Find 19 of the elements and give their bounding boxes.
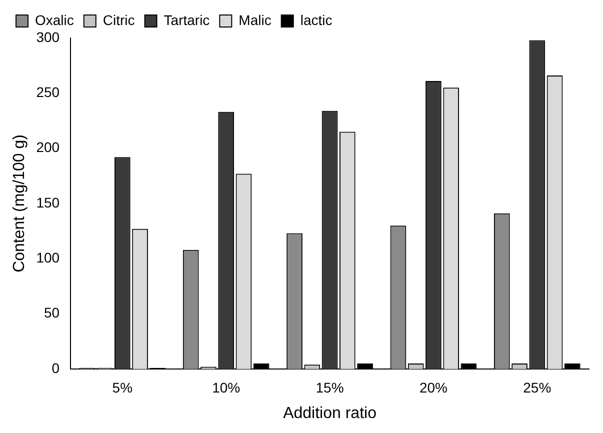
x-tick-label: 20% — [419, 379, 448, 396]
x-tick-label: 5% — [112, 379, 133, 396]
legend-label: Oxalic — [35, 12, 74, 28]
y-tick-label: 200 — [36, 139, 60, 156]
y-axis-title: Content (mg/100 g) — [11, 134, 28, 272]
y-tick-label: 150 — [36, 194, 60, 210]
y-tick-label: 0 — [52, 360, 60, 376]
x-tick-label: 25% — [523, 379, 552, 396]
y-tick-label: 50 — [44, 304, 60, 321]
legend-label: Tartaric — [164, 12, 210, 28]
y-tick-label: 250 — [36, 84, 60, 100]
y-tick-label: 100 — [36, 250, 60, 266]
legend-label: Malic — [238, 12, 272, 28]
legend-label: Citric — [102, 12, 135, 28]
x-tick-label: 10% — [212, 379, 240, 396]
legend-label: lactic — [300, 12, 332, 28]
x-tick-label: 15% — [316, 379, 344, 396]
y-tick-label: 300 — [36, 28, 60, 45]
x-axis-title: Addition ratio — [283, 404, 377, 422]
